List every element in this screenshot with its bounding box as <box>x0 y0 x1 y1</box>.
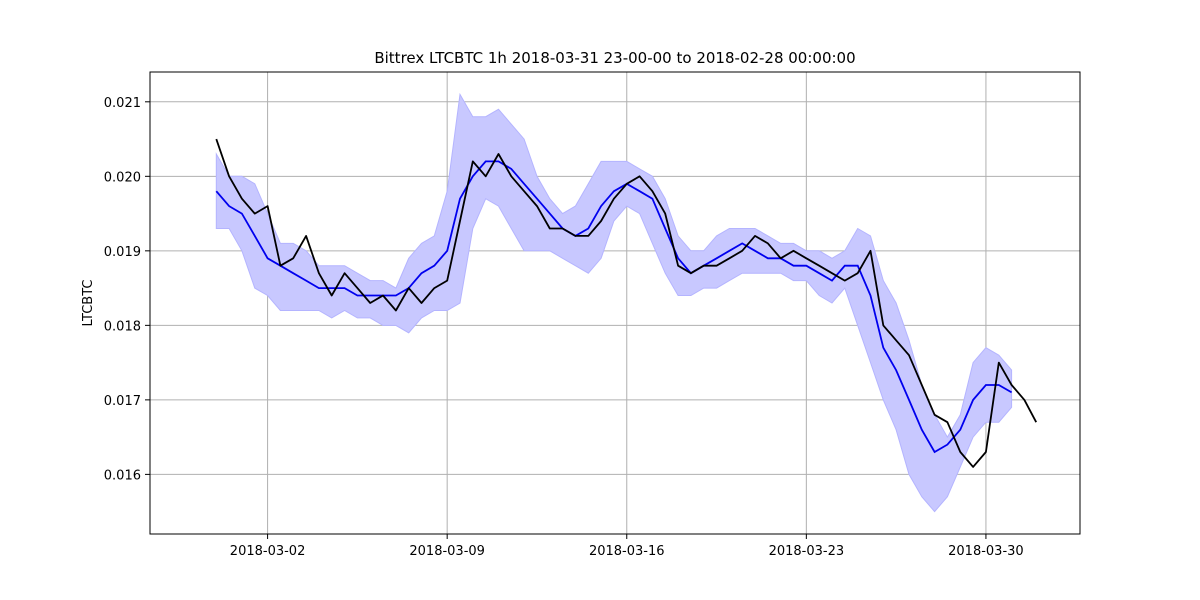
y-axis: 0.016 0.017 0.018 0.019 0.020 0.021 <box>104 96 150 483</box>
grid <box>150 72 1080 534</box>
y-tick-label: 0.018 <box>104 319 141 334</box>
y-tick-label: 0.021 <box>104 96 141 111</box>
y-tick-label: 0.019 <box>104 245 141 260</box>
moving-average-line <box>215 160 1013 454</box>
x-tick-label: 2018-03-02 <box>230 544 306 559</box>
x-tick-label: 2018-03-23 <box>769 544 845 559</box>
band-fill <box>215 92 1013 513</box>
x-tick-label: 2018-03-09 <box>409 544 485 559</box>
y-axis-label: LTCBTC <box>81 280 96 327</box>
price-line <box>215 138 1037 468</box>
x-axis: 2018-03-02 2018-03-09 2018-03-16 2018-03-23… <box>230 534 1024 559</box>
y-tick-label: 0.016 <box>104 468 141 483</box>
x-tick-label: 2018-03-30 <box>948 544 1024 559</box>
plot-frame <box>149 71 1081 535</box>
chart-title: Bittrex LTCBTC 1h 2018-03-31 23-00-00 to… <box>374 49 855 67</box>
y-tick-label: 0.020 <box>104 170 141 185</box>
y-tick-label: 0.017 <box>104 394 141 409</box>
x-tick-label: 2018-03-16 <box>589 544 665 559</box>
